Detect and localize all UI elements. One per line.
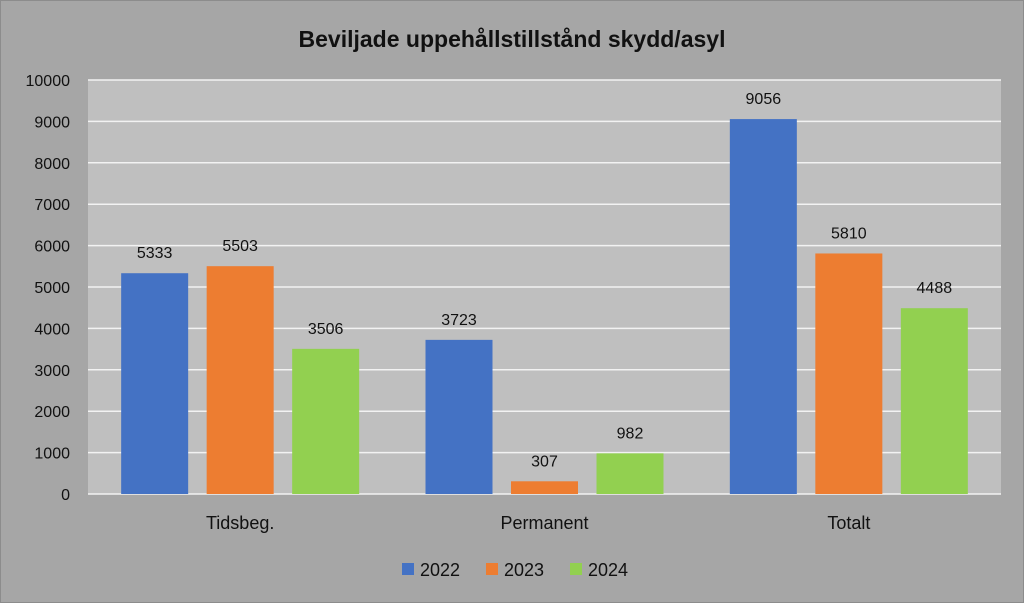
data-label: 3723 — [441, 312, 477, 329]
legend-label: 2022 — [420, 560, 460, 580]
y-tick-label: 9000 — [34, 114, 70, 131]
category-label: Totalt — [827, 513, 870, 533]
category-label: Permanent — [500, 513, 588, 533]
legend-swatch-2022 — [402, 563, 414, 575]
y-tick-label: 4000 — [34, 321, 70, 338]
bar-tidsbeg-2023 — [206, 266, 274, 494]
bars — [121, 119, 968, 494]
data-label: 307 — [531, 453, 558, 470]
legend-label: 2023 — [504, 560, 544, 580]
y-tick-label: 3000 — [34, 363, 70, 380]
y-tick-label: 1000 — [34, 446, 70, 463]
bar-totalt-2023 — [815, 253, 883, 494]
category-label: Tidsbeg. — [206, 513, 274, 533]
data-label: 5810 — [831, 225, 867, 242]
bar-totalt-2024 — [900, 308, 968, 494]
y-tick-label: 0 — [61, 487, 70, 504]
data-label: 5333 — [137, 245, 173, 262]
data-label: 5503 — [222, 238, 258, 255]
y-tick-label: 6000 — [34, 239, 70, 256]
data-label: 3506 — [308, 321, 344, 338]
y-tick-label: 5000 — [34, 280, 70, 297]
legend-swatch-2023 — [486, 563, 498, 575]
bar-tidsbeg-2024 — [292, 348, 360, 494]
y-tick-label: 2000 — [34, 404, 70, 421]
bar-totalt-2022 — [729, 119, 797, 494]
y-axis-ticks: 0 1000 2000 3000 4000 5000 6000 7000 8000 9000 100… — [26, 73, 71, 504]
bar-permanent-2022 — [425, 339, 493, 494]
y-tick-label: 8000 — [34, 156, 70, 173]
data-label: 982 — [617, 425, 644, 442]
y-tick-label: 7000 — [34, 197, 70, 214]
legend-swatch-2024 — [570, 563, 582, 575]
bar-tidsbeg-2022 — [121, 273, 189, 494]
chart-title: Beviljade uppehållstillstånd skydd/asyl — [299, 26, 726, 52]
bar-permanent-2023 — [511, 481, 578, 494]
bar-permanent-2024 — [596, 453, 664, 494]
x-axis-categories: Tidsbeg. Permanent Totalt — [206, 513, 870, 533]
legend-label: 2024 — [588, 560, 628, 580]
data-label: 9056 — [746, 91, 782, 108]
data-labels: 5333 5503 3506 3723 307 982 9056 5810 4488 — [137, 91, 952, 470]
y-tick-label: 10000 — [26, 73, 71, 90]
legend: 2022 2023 2024 — [402, 560, 628, 580]
data-label: 4488 — [917, 280, 953, 297]
